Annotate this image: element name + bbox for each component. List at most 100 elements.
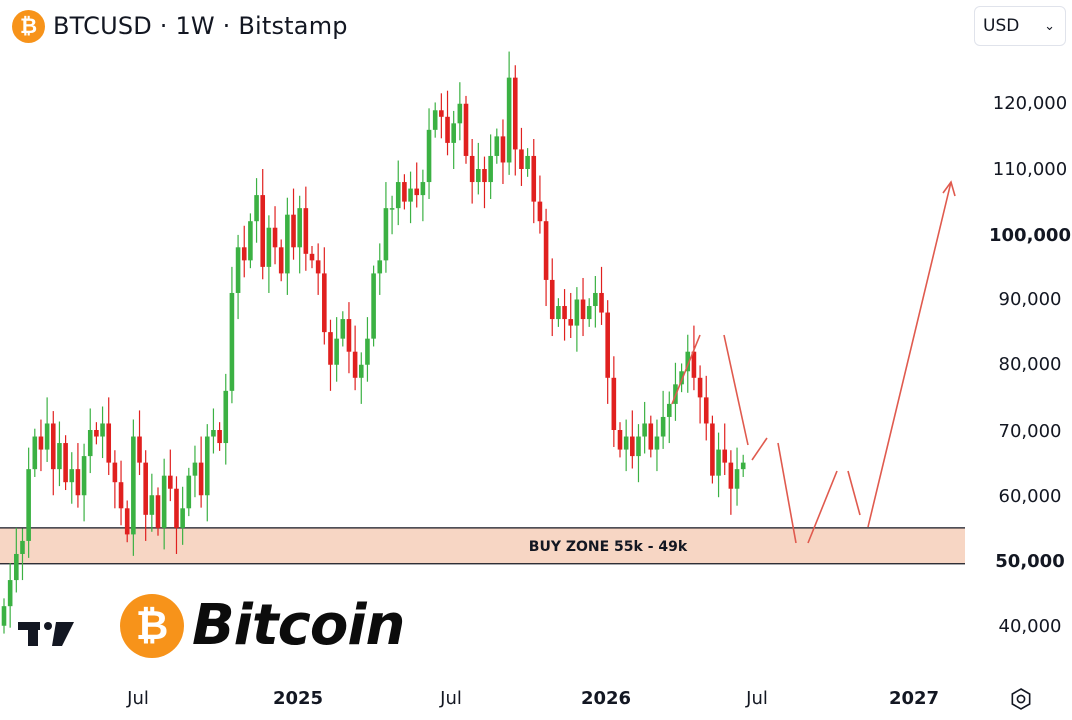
candle-body (623, 436, 629, 450)
candle-body (124, 508, 130, 535)
x-axis: Jul 2025 Jul 2026 Jul 2027 (126, 688, 939, 709)
candle-body (500, 136, 506, 163)
x-tick-label: Jul (439, 688, 462, 709)
candle-body (328, 332, 333, 365)
candle-body (666, 403, 672, 417)
candle-body (204, 436, 210, 496)
candle-body (710, 423, 715, 476)
candle-body (611, 377, 617, 430)
candle-body (334, 338, 339, 365)
settings-button[interactable] (1006, 684, 1036, 714)
candle-body (734, 469, 740, 489)
candle-body (186, 475, 192, 509)
candle-body (395, 182, 401, 209)
candle-body (260, 195, 266, 267)
bitcoin-icon: ₿ (12, 9, 45, 43)
candle-body (340, 319, 346, 339)
candle-body (315, 260, 321, 274)
candle-body (408, 188, 413, 202)
candle-body (716, 449, 721, 476)
candle-body (63, 443, 68, 483)
candle-body (432, 110, 438, 130)
candle-body (685, 351, 691, 372)
currency-select[interactable]: USD ⌄ (974, 6, 1066, 46)
candle-body (81, 456, 87, 496)
buy-zone-label: BUY ZONE 55k - 49k (529, 539, 688, 555)
candle-body (679, 371, 684, 385)
y-tick-label: 120,000 (993, 93, 1067, 114)
candle-body (217, 430, 222, 444)
candle-body (642, 423, 647, 437)
chart-header: ₿ BTCUSD · 1W · Bitstamp (12, 8, 348, 44)
candle-body (26, 469, 31, 541)
candle-body (20, 540, 25, 554)
candle-body (549, 279, 555, 320)
candle-body (556, 306, 561, 320)
candle-body (414, 188, 420, 196)
candle-body (722, 449, 728, 463)
bitcoin-brand-text: Bitcoin (192, 593, 405, 658)
candle-body (285, 214, 290, 274)
x-tick-label: 2027 (889, 688, 939, 709)
candle-body (38, 436, 44, 450)
candle-body (365, 338, 370, 365)
candle-body (254, 195, 259, 222)
candle-body (69, 469, 75, 483)
tradingview-logo[interactable] (18, 618, 74, 652)
candle-body (543, 221, 549, 280)
candle-body (100, 423, 105, 437)
candle-body (174, 488, 179, 528)
candle-body (630, 436, 635, 457)
candle-body (248, 221, 253, 261)
projection-line (751, 437, 768, 461)
candle-body (297, 208, 302, 248)
candle-body (599, 292, 604, 313)
candle-body (32, 436, 38, 470)
candle-body (636, 436, 641, 457)
projection-line (807, 470, 838, 544)
candle-body (14, 553, 19, 581)
candle-body (451, 123, 456, 143)
candle-body (211, 430, 216, 437)
candle-body (168, 475, 173, 489)
x-tick-label: 2026 (581, 688, 631, 709)
x-tick-label: 2025 (273, 688, 323, 709)
candle-body (272, 227, 278, 248)
candle-body (377, 260, 383, 274)
candle-body (112, 462, 118, 483)
candle-body (531, 155, 537, 202)
candle-body (180, 508, 185, 528)
candle-body (519, 149, 524, 169)
symbol-title[interactable]: BTCUSD · 1W · Bitstamp (53, 12, 348, 40)
candle-body (1, 606, 7, 626)
candle-body (439, 110, 444, 117)
candle-body (402, 182, 407, 202)
gear-icon (1011, 688, 1031, 710)
y-tick-label: 60,000 (999, 486, 1062, 507)
candle-body (198, 462, 204, 496)
candle-body (57, 443, 62, 470)
candle-body (494, 136, 500, 156)
candle-body (383, 208, 389, 261)
candle-body (574, 299, 580, 326)
candle-body (371, 273, 376, 339)
candle-body (703, 397, 709, 424)
y-tick-label: 80,000 (999, 354, 1062, 375)
candle-body (562, 306, 567, 320)
y-axis: 120,000 110,000 100,000 90,000 80,000 70,000 6… (989, 93, 1071, 637)
candle-body (654, 436, 660, 450)
candle-body (149, 495, 155, 515)
candles-group (1, 51, 746, 634)
candle-body (118, 482, 124, 509)
candle-body (568, 319, 574, 326)
candle-body (50, 423, 56, 470)
candle-body (537, 201, 543, 222)
projection-line (867, 181, 952, 528)
candle-body (346, 319, 352, 352)
candle-body (358, 364, 364, 378)
candle-body (161, 475, 167, 528)
y-tick-label: 90,000 (999, 289, 1062, 310)
candle-body (728, 462, 734, 489)
y-tick-label: 70,000 (999, 421, 1062, 442)
